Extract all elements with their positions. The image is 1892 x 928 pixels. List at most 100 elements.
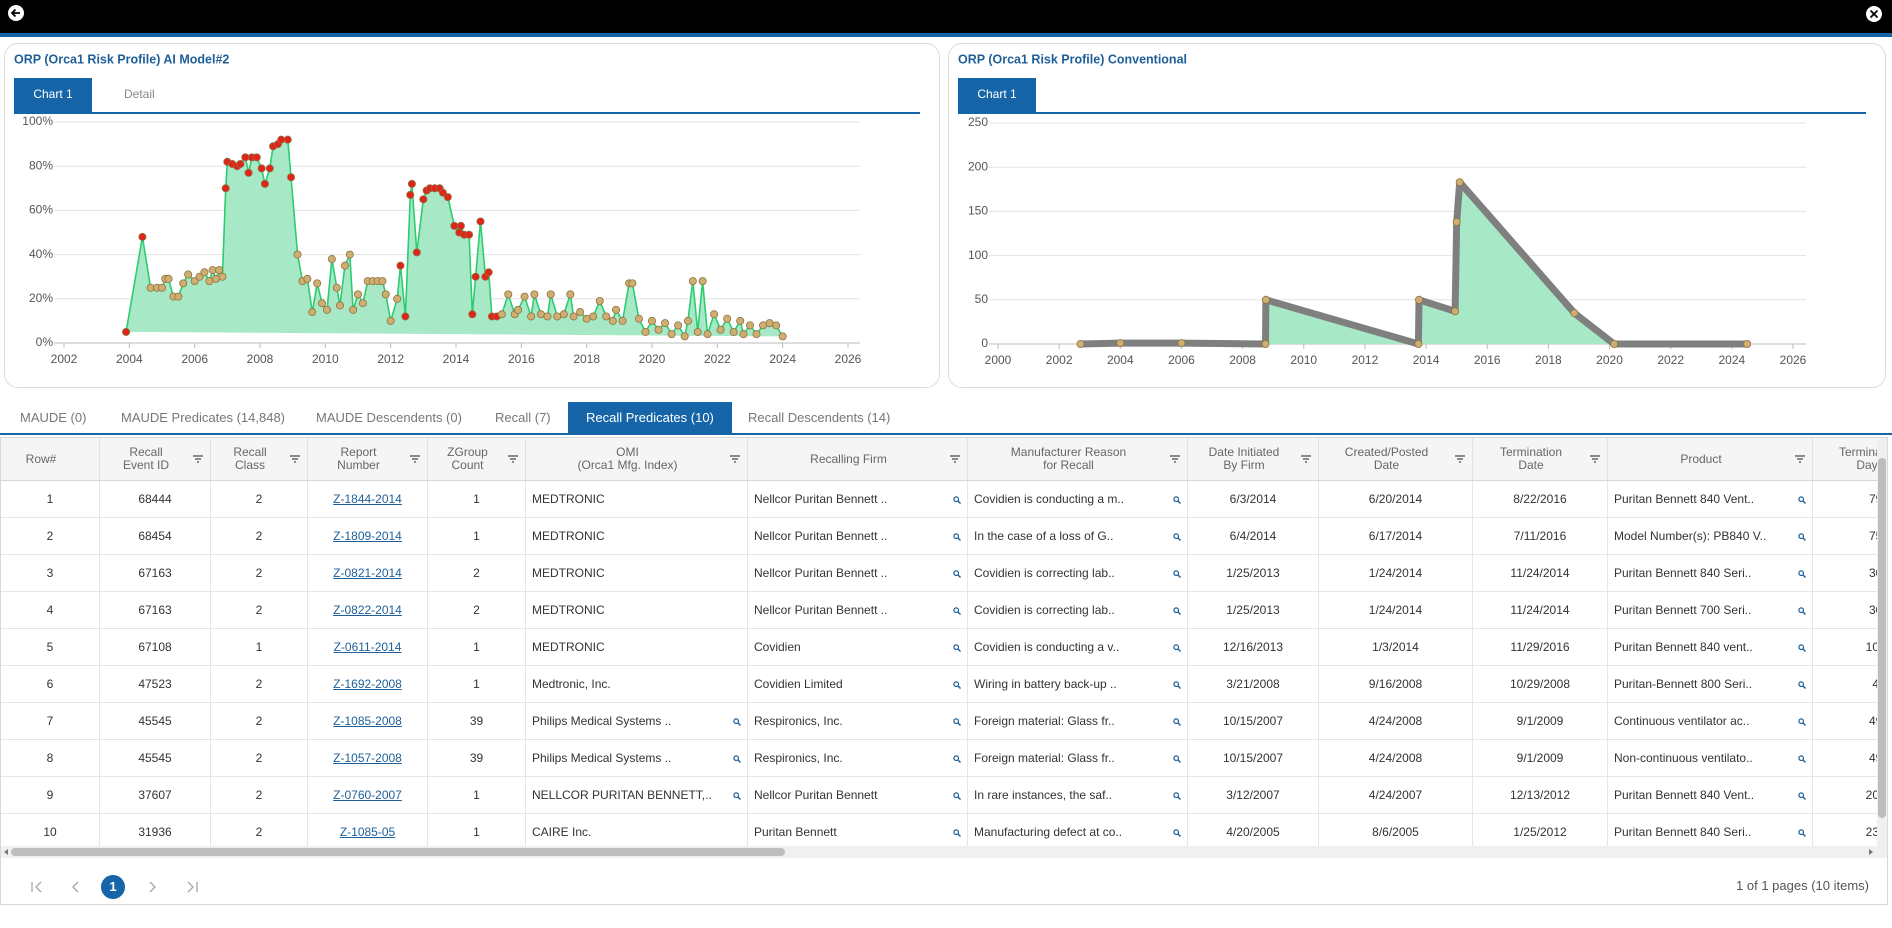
lookup-button[interactable] (953, 681, 961, 689)
cell-text: 304 (1868, 566, 1877, 580)
report-link[interactable]: Z-1809-2014 (333, 529, 402, 543)
tab[interactable]: Recall Descendents (14) (748, 410, 891, 425)
point (443, 193, 452, 202)
x-tick-label: 2010 (1290, 353, 1317, 367)
report-link[interactable]: Z-1085-05 (339, 825, 396, 839)
table-cell: 10/15/2007 (1187, 739, 1319, 777)
cell-text: 2 (255, 825, 263, 839)
report-link[interactable]: Z-0821-2014 (333, 566, 402, 580)
cell-text: NELLCOR PURITAN BENNETT,.. (532, 788, 712, 802)
lookup-button[interactable] (953, 755, 961, 763)
lookup-button[interactable] (953, 570, 961, 578)
report-link[interactable]: Z-1057-2008 (333, 751, 402, 765)
lookup-button[interactable] (1798, 607, 1806, 615)
table-cell: 67163 (99, 591, 211, 629)
lookup-button[interactable] (953, 533, 961, 541)
lookup-button[interactable] (1173, 792, 1181, 800)
vertical-scrollbar[interactable] (1877, 438, 1887, 858)
report-link[interactable]: Z-0760-2007 (333, 788, 402, 802)
filter-button[interactable] (407, 451, 423, 467)
tab[interactable]: Recall (7) (495, 410, 551, 425)
point (1570, 309, 1579, 318)
table-cell: Nellcor Puritan Bennett .. (747, 517, 968, 555)
lookup-button[interactable] (1798, 792, 1806, 800)
table-cell: 2 (1, 517, 100, 555)
point (349, 305, 358, 314)
panel-tab-label[interactable]: Chart 1 (977, 87, 1017, 101)
horizontal-scrollbar[interactable] (1, 846, 1877, 858)
tab-active[interactable]: Recall Predicates (10) (568, 402, 732, 433)
pager-buttons[interactable] (1, 870, 241, 905)
lookup-button[interactable] (953, 792, 961, 800)
lookup-button[interactable] (1798, 718, 1806, 726)
filter-button[interactable] (1167, 451, 1183, 467)
column-header-label: Manufacturer Reason for Recall (1010, 445, 1127, 472)
filter-button[interactable] (190, 451, 206, 467)
table-cell: 8/6/2005 (1318, 813, 1473, 846)
y-tick-label: 50 (975, 292, 989, 306)
x-tick-label: 2002 (1046, 353, 1073, 367)
lookup-button[interactable] (953, 718, 961, 726)
lookup-button[interactable] (733, 755, 741, 763)
lookup-button[interactable] (1798, 644, 1806, 652)
filter-button[interactable] (505, 451, 521, 467)
lookup-button[interactable] (1173, 570, 1181, 578)
tab[interactable]: MAUDE (0) (20, 410, 87, 425)
x-tick-label: 2026 (1780, 353, 1807, 367)
close-button[interactable] (1866, 6, 1882, 22)
panel-tab-label[interactable]: Chart 1 (33, 87, 73, 101)
lookup-button[interactable] (1798, 829, 1806, 837)
lookup-button[interactable] (1173, 829, 1181, 837)
lookup-button[interactable] (1173, 755, 1181, 763)
lookup-button[interactable] (733, 718, 741, 726)
report-link[interactable]: Z-0822-2014 (333, 603, 402, 617)
page-number[interactable]: 1 (109, 879, 117, 894)
filter-button[interactable] (727, 451, 743, 467)
x-tick-label: 2004 (1107, 353, 1134, 367)
report-link[interactable]: Z-1085-2008 (333, 714, 402, 728)
x-tick-label: 2022 (1657, 353, 1684, 367)
table-cell: In rare instances, the saf.. (967, 776, 1188, 814)
lookup-button[interactable] (1798, 681, 1806, 689)
lookup-button[interactable] (1798, 496, 1806, 504)
filter-button[interactable] (947, 451, 963, 467)
filter-button[interactable] (1792, 451, 1808, 467)
lookup-button[interactable] (953, 496, 961, 504)
point (1455, 178, 1464, 187)
cell-text: Nellcor Puritan Bennett .. (754, 603, 888, 617)
point (283, 135, 292, 144)
table-cell: 2 (210, 702, 308, 740)
panel-tab-label[interactable]: Detail (124, 87, 155, 101)
lookup-button[interactable] (953, 644, 961, 652)
tab[interactable]: MAUDE Predicates (14,848) (121, 410, 286, 425)
point (612, 305, 621, 314)
panel-tab-active[interactable] (958, 78, 1036, 112)
report-link[interactable]: Z-0611-2014 (333, 640, 402, 654)
lookup-button[interactable] (953, 607, 961, 615)
lookup-button[interactable] (1173, 496, 1181, 504)
lookup-button[interactable] (1173, 533, 1181, 541)
cell-text: 1/24/2014 (1368, 603, 1423, 617)
lookup-button[interactable] (1798, 755, 1806, 763)
point (1116, 339, 1125, 348)
filter-button[interactable] (287, 451, 303, 467)
lookup-button[interactable] (1173, 681, 1181, 689)
panel-tab-active[interactable] (14, 78, 92, 112)
back-button[interactable] (8, 5, 24, 21)
lookup-button[interactable] (1173, 607, 1181, 615)
lookup-button[interactable] (1173, 644, 1181, 652)
report-link[interactable]: Z-1692-2008 (333, 677, 402, 691)
cell-text: Respironics, Inc. (754, 751, 843, 765)
lookup-button[interactable] (1798, 570, 1806, 578)
cell-text: 8/22/2016 (1513, 492, 1567, 506)
lookup-button[interactable] (953, 829, 961, 837)
lookup-button[interactable] (1173, 718, 1181, 726)
tab[interactable]: MAUDE Descendents (0) (316, 410, 462, 425)
filter-button[interactable] (1587, 451, 1603, 467)
filter-button[interactable] (1298, 451, 1314, 467)
lookup-button[interactable] (733, 792, 741, 800)
filter-button[interactable] (1452, 451, 1468, 467)
lookup-button[interactable] (1798, 533, 1806, 541)
point (683, 316, 692, 325)
report-link[interactable]: Z-1844-2014 (333, 492, 402, 506)
